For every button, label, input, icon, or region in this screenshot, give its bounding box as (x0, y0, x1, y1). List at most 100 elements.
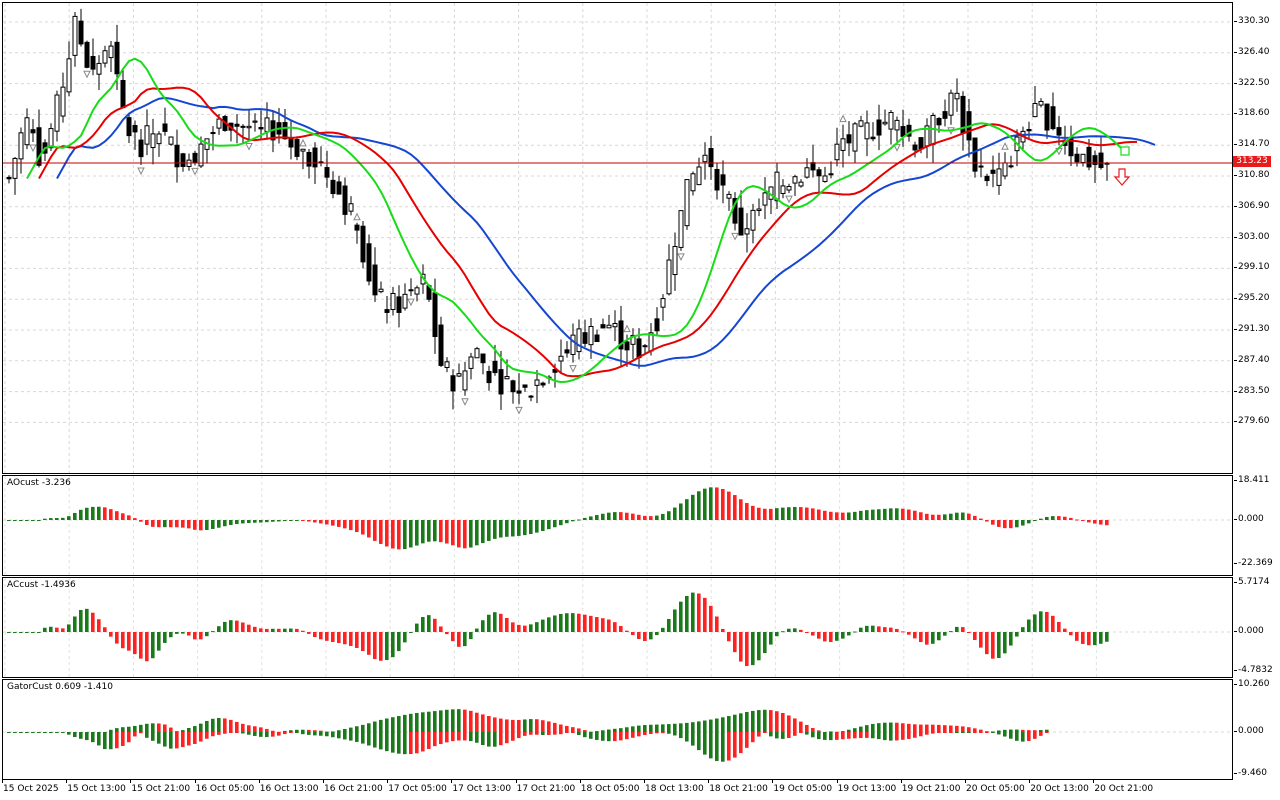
candle-body (558, 355, 564, 362)
gator-lower-bar (97, 732, 101, 746)
ao-bar (175, 520, 179, 528)
ao-bar (625, 512, 629, 520)
gator-lower-bar (715, 732, 719, 761)
ac-bar (181, 632, 185, 634)
gator-lower-bar (73, 732, 77, 738)
gator-upper-bar (343, 728, 347, 732)
gator-lower-bar (7, 732, 11, 733)
candle-body (1044, 103, 1050, 131)
ao-bar (67, 516, 71, 520)
gator-lower-bar (817, 732, 821, 740)
ac-bar (811, 632, 815, 636)
gator-upper-bar (487, 716, 491, 732)
ac-bar (925, 632, 929, 645)
ac-bar (391, 632, 395, 658)
gator-lower-bar (721, 732, 725, 762)
time-axis-label: 16 Oct 21:00 (324, 784, 383, 794)
gator-upper-bar (895, 722, 899, 732)
ao-bar (733, 495, 737, 520)
gator-lower-bar (985, 732, 989, 733)
time-axis-tick (708, 780, 710, 783)
gator-upper-bar (997, 730, 1001, 732)
fractal-marker (353, 212, 361, 221)
gator-lower-bar (907, 732, 911, 739)
ao-bar (739, 499, 743, 520)
gator-upper-bar (991, 731, 995, 733)
ac-bar (259, 628, 263, 632)
ao-bar (1087, 520, 1091, 523)
gator-indicator-pane[interactable]: GatorCust 0.609 -1.410 (2, 679, 1233, 780)
candle-body (168, 136, 174, 145)
candle-body (744, 228, 750, 235)
gator-lower-bar (217, 732, 221, 735)
gator-lower-bar (241, 732, 245, 734)
ac-bar (643, 632, 647, 641)
candle-body (972, 137, 978, 172)
ao-bar (427, 520, 431, 542)
candle-body (246, 125, 252, 129)
ao-bar (439, 520, 443, 543)
gator-upper-bar (955, 725, 959, 732)
candle-body (120, 80, 126, 109)
ao-bar (649, 516, 653, 520)
candle-body (90, 55, 96, 70)
ac-bar (343, 632, 347, 645)
gator-upper-bar (241, 723, 245, 732)
gator-lower-bar (841, 732, 845, 740)
gator-lower-bar (109, 732, 113, 750)
ac-bar (1003, 632, 1007, 654)
gator-upper-bar (457, 709, 461, 732)
ac-bar (895, 628, 899, 632)
candle-body (636, 338, 642, 359)
ac-bar (973, 632, 977, 640)
gator-lower-bar (739, 732, 743, 754)
ao-bar (619, 512, 623, 520)
ao-bar (139, 520, 143, 522)
candle-body (894, 119, 900, 131)
candle-body (1050, 106, 1056, 130)
gator-lower-bar (295, 732, 299, 734)
gator-lower-bar (379, 732, 383, 750)
candle-body (798, 181, 804, 187)
ao-bar (421, 520, 425, 544)
ac-bar (685, 596, 689, 632)
price-chart-pane[interactable] (2, 2, 1233, 474)
gator-upper-bar (727, 716, 731, 732)
ao-bar (397, 520, 401, 550)
gator-upper-bar (115, 728, 119, 732)
ac-bar (1027, 619, 1031, 632)
ac-bar (793, 628, 797, 632)
gator-lower-bar (445, 732, 449, 743)
ac-bar (997, 632, 1001, 659)
gator-lower-bar (19, 732, 23, 733)
ao-bar (13, 520, 17, 521)
price-tick-mark (1234, 82, 1237, 84)
time-axis-label: 20 Oct 21:00 (1094, 784, 1154, 794)
gator-lower-bar (403, 732, 407, 755)
gator-indicator-label: GatorCust 0.609 -1.410 (7, 682, 113, 692)
ao-bar (553, 520, 557, 528)
gator-lower-bar (157, 732, 161, 744)
gator-lower-bar (901, 732, 905, 740)
ao-bar (289, 520, 293, 521)
gator-lower-bar (499, 732, 503, 746)
ac-bar (655, 632, 659, 636)
candle-body (342, 185, 348, 215)
ao-indicator-pane[interactable]: AOcust -3.236 (2, 475, 1233, 576)
gator-upper-bar (349, 727, 353, 732)
ao-bar (607, 512, 611, 520)
ac-indicator-pane[interactable]: ACcust -1.4936 (2, 577, 1233, 678)
gator-lower-bar (49, 732, 53, 733)
gator-upper-bar (229, 719, 233, 732)
gator-upper-bar (355, 726, 359, 732)
gator-upper-bar (775, 711, 779, 732)
ac-bar (289, 628, 293, 632)
candle-body (948, 92, 954, 116)
ao-bar (883, 508, 887, 520)
ao-bar (301, 520, 305, 521)
gator-lower-bar (85, 732, 89, 741)
gator-tick-label: 10.260 (1238, 679, 1270, 689)
candle-body (996, 168, 1002, 186)
candle-body (534, 379, 540, 386)
gator-upper-bar (973, 728, 977, 732)
